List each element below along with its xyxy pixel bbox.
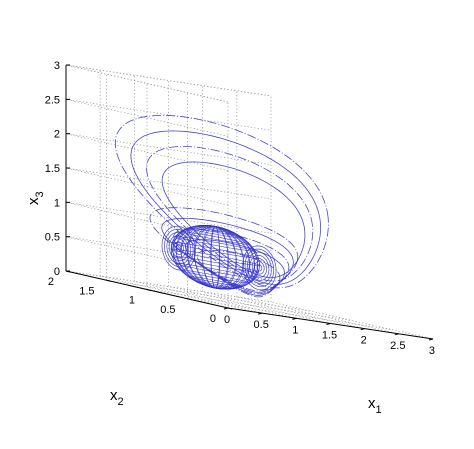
grid-line: [270, 301, 434, 340]
x1-tick-label: 0: [224, 314, 230, 326]
trajectory-loop: [114, 114, 329, 289]
x2-tick-label: 1.5: [79, 285, 94, 297]
trajectory-ring: [202, 226, 229, 289]
trajectory-series: [114, 114, 329, 298]
grid-line: [134, 280, 297, 319]
x2-tick-mark: [146, 289, 152, 291]
x1-tick-mark: [394, 333, 399, 336]
grid-line: [65, 98, 229, 137]
x2-tick-mark: [106, 279, 111, 282]
x2-axis-label: x2: [110, 387, 124, 408]
trajectory-loop: [161, 161, 306, 279]
trajectory-ring: [176, 225, 255, 290]
x3-axis-label: x3: [25, 191, 46, 205]
x3-tick-label: 1: [54, 197, 60, 209]
trajectory-ring: [194, 225, 237, 289]
trajectory-ring: [193, 225, 237, 289]
trajectory-spiral: [256, 264, 263, 272]
x3-tick-label: 0.5: [45, 232, 60, 244]
x1-tick-mark: [326, 323, 331, 325]
trajectory-spiral: [249, 254, 270, 281]
grid-line: [65, 236, 229, 275]
grid-line: [100, 275, 263, 314]
x2-tick-label: 1: [129, 295, 135, 307]
trajectory-spiral: [244, 248, 275, 288]
trajectory-ring: [187, 225, 244, 289]
x1-tick-label: 2.5: [390, 340, 405, 352]
trajectory-ring: [201, 225, 229, 289]
trajectory-spiral: [176, 244, 182, 252]
x3-tick-label: 1.5: [45, 163, 60, 175]
x3-tick-label: 0: [54, 266, 60, 278]
grid-line: [65, 133, 272, 166]
trajectory-loop: [146, 145, 314, 282]
grid-line: [168, 286, 331, 324]
trajectory-spiral: [168, 235, 189, 262]
trajectory-loop: [196, 249, 281, 298]
x1-tick-label: 3: [429, 345, 435, 357]
x2-tick-label: 2: [48, 276, 54, 288]
trajectory-spiral: [254, 261, 265, 275]
trajectory-ring: [186, 225, 245, 290]
grid-line: [65, 270, 272, 303]
grid-line: [65, 236, 272, 269]
x1-tick-mark: [292, 317, 297, 320]
trajectory-loop: [161, 217, 294, 293]
x1-tick-mark: [428, 338, 434, 341]
trajectory-spiral: [171, 238, 187, 258]
x3-tick-label: 2: [54, 129, 60, 141]
x3-tick-label: 2.5: [45, 94, 60, 106]
trajectory-spiral: [247, 251, 272, 284]
x1-tick-mark: [258, 312, 263, 315]
axes-grid: [65, 64, 434, 341]
trajectory-spiral: [173, 241, 184, 255]
grid-line: [65, 64, 229, 103]
trajectory-spiral: [242, 245, 277, 291]
grid-line: [65, 201, 272, 234]
trajectory-spiral: [164, 228, 194, 268]
grid-line: [106, 279, 312, 312]
trajectory-ring: [172, 225, 259, 290]
x1-tick-mark: [360, 328, 365, 331]
x3-tick-label: 3: [54, 60, 60, 72]
grid-line: [65, 167, 229, 206]
trajectory-loop: [130, 130, 322, 285]
grid-line: [146, 289, 353, 321]
x2-tick-label: 0.5: [160, 304, 175, 316]
grid-line: [65, 167, 272, 200]
x2-tick-label: 0: [210, 313, 216, 325]
x2-tick-mark: [227, 307, 233, 310]
trajectory-spiral: [251, 258, 267, 278]
trajectory-ring: [210, 225, 221, 289]
grid-line: [65, 98, 272, 131]
grid-line: [187, 298, 393, 331]
x1-tick-label: 1: [292, 324, 298, 336]
x1-tick-label: 2: [361, 335, 367, 347]
grid-line: [236, 296, 399, 335]
grid-line: [202, 291, 365, 330]
grid-line: [65, 64, 272, 97]
x1-tick-label: 0.5: [254, 319, 269, 331]
x1-axis-label: x1: [368, 395, 382, 416]
x2-tick-mark: [187, 298, 192, 301]
grid-line: [65, 133, 229, 172]
x1-tick-mark: [223, 307, 229, 310]
x1-tick-label: 1.5: [322, 329, 337, 341]
trajectory-spiral: [161, 225, 196, 271]
trajectory-spiral: [166, 232, 192, 265]
